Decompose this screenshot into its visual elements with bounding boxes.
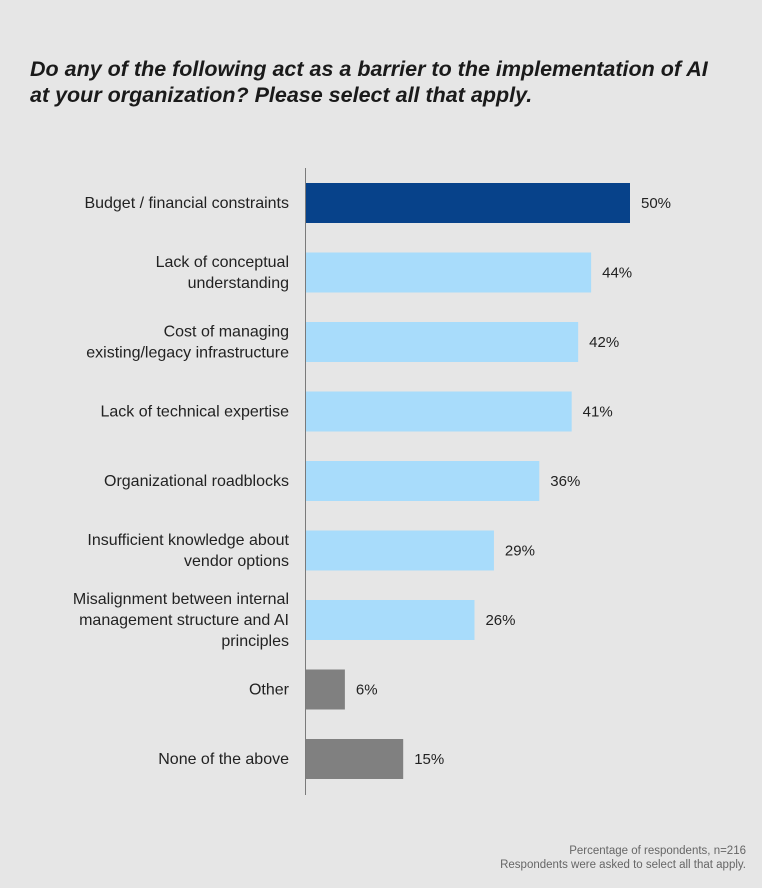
data-label: 26% — [485, 612, 515, 629]
category-label: Misalignment between internal management … — [73, 591, 289, 650]
bar — [306, 530, 494, 571]
category-label-line: understanding — [188, 275, 289, 292]
footnote-sample-size: Percentage of respondents, n=216 — [569, 845, 746, 857]
data-label: 42% — [589, 334, 619, 351]
category-label: Insufficient knowledge about vendor optio… — [87, 532, 289, 570]
category-label-line: Organizational roadblocks — [104, 473, 289, 490]
category-label-line: existing/legacy infrastructure — [86, 345, 289, 362]
category-label-line: management structure and AI — [79, 612, 289, 629]
data-label: 29% — [505, 543, 535, 560]
category-label-line: Cost of managing — [164, 324, 289, 341]
bar — [306, 669, 345, 710]
category-label-line: Other — [249, 682, 290, 699]
data-label: 41% — [583, 404, 613, 421]
category-label-line: Budget / financial constraints — [84, 195, 289, 212]
bar — [306, 252, 592, 293]
category-label-line: None of the above — [158, 751, 289, 768]
category-label: Lack of technical expertise — [100, 404, 289, 421]
category-label: Budget / financial constraints — [84, 195, 289, 212]
bar — [306, 600, 475, 640]
bar — [306, 183, 630, 223]
category-label-line: Lack of technical expertise — [100, 404, 289, 421]
data-label: 44% — [602, 265, 632, 282]
category-label-line: Insufficient knowledge about — [87, 532, 289, 549]
data-label: 6% — [356, 682, 378, 699]
chart-title: Do any of the following act as a barrier… — [30, 57, 708, 107]
category-label: Organizational roadblocks — [104, 473, 289, 490]
bar — [306, 391, 572, 432]
bar — [306, 461, 540, 501]
footnote-note: Respondents were asked to select all tha… — [500, 859, 746, 871]
category-label-line: Lack of conceptual — [156, 254, 289, 271]
data-label: 36% — [550, 473, 580, 490]
category-label-line: principles — [221, 633, 289, 650]
bar — [306, 322, 579, 362]
data-label: 15% — [414, 751, 444, 768]
category-label-line: vendor options — [184, 553, 289, 570]
category-label: Lack of conceptual understanding — [156, 254, 289, 292]
category-label: Other — [249, 682, 290, 699]
category-label: Cost of managing existing/legacy infrastr… — [86, 324, 289, 362]
bar — [306, 739, 404, 779]
footnote: Percentage of respondents, n=216 Respond… — [500, 844, 746, 872]
data-label: 50% — [641, 195, 671, 212]
category-label-line: Misalignment between internal — [73, 591, 289, 608]
category-label: None of the above — [158, 751, 289, 768]
